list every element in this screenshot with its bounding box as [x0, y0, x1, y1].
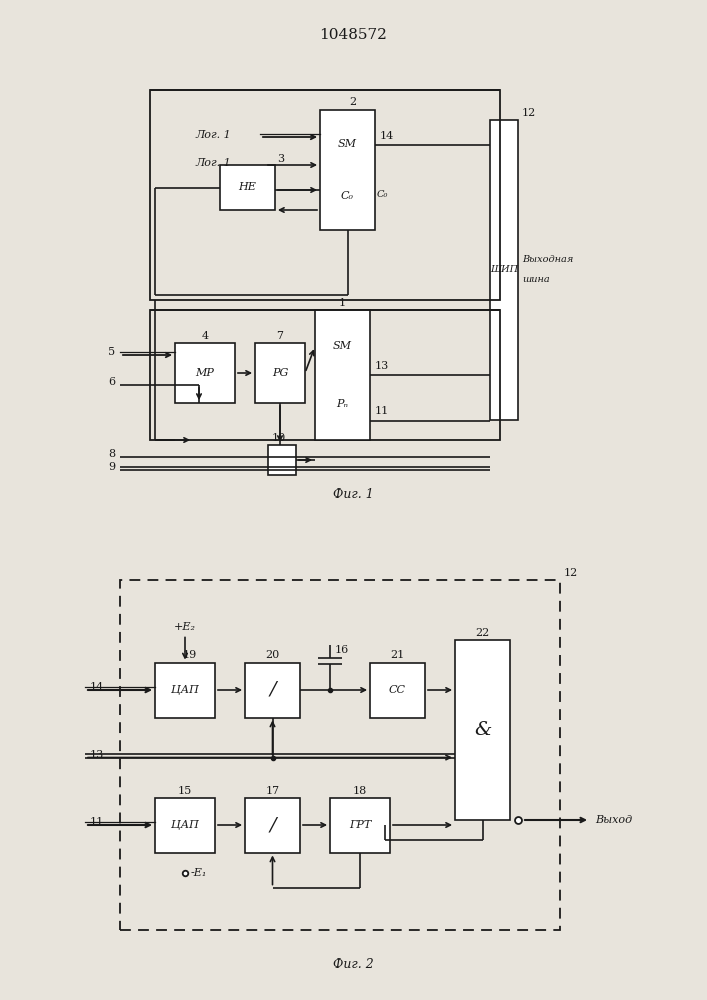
Text: 4: 4 [201, 331, 209, 341]
Text: Фиг. 1: Фиг. 1 [332, 488, 373, 502]
Text: шина: шина [522, 275, 550, 284]
Text: 12: 12 [522, 108, 536, 118]
Text: /: / [269, 681, 276, 699]
Bar [220, 165, 275, 210]
Bar [175, 343, 235, 403]
Bar [330, 798, 390, 852]
Text: 16: 16 [335, 645, 349, 655]
Text: НЕ: НЕ [238, 182, 257, 192]
Bar [155, 662, 215, 718]
Text: 11: 11 [90, 817, 104, 827]
Text: МР: МР [196, 368, 214, 378]
Bar [370, 662, 425, 718]
Text: SM: SM [338, 139, 357, 149]
Text: 12: 12 [564, 568, 578, 578]
Text: C₀: C₀ [377, 190, 388, 199]
Text: СС: СС [389, 685, 406, 695]
Text: 18: 18 [353, 786, 367, 796]
Bar [455, 640, 510, 820]
Text: 6: 6 [108, 377, 115, 387]
Bar [155, 798, 215, 852]
Text: 14: 14 [380, 131, 395, 141]
Text: /: / [269, 816, 276, 834]
Text: Выходная: Выходная [522, 255, 573, 264]
Text: 13: 13 [90, 750, 104, 760]
Text: 22: 22 [475, 628, 490, 638]
Text: 15: 15 [178, 786, 192, 796]
Bar [315, 310, 370, 440]
Text: Лог. 1: Лог. 1 [195, 130, 230, 140]
Text: 19: 19 [183, 650, 197, 660]
Text: Лог. 1: Лог. 1 [195, 158, 230, 168]
Text: 17: 17 [265, 786, 279, 796]
Text: 13: 13 [375, 361, 390, 371]
Bar [245, 662, 300, 718]
Text: 7: 7 [276, 331, 284, 341]
Text: 8: 8 [108, 449, 115, 459]
Bar [120, 580, 560, 930]
Text: Выход: Выход [595, 815, 632, 825]
Text: SM: SM [333, 341, 352, 351]
Text: 14: 14 [90, 682, 104, 692]
Text: 1: 1 [339, 298, 346, 308]
Text: +E₂: +E₂ [174, 622, 196, 633]
Text: &: & [474, 721, 491, 739]
Bar [245, 798, 300, 852]
Text: ШИП: ШИП [490, 265, 518, 274]
Text: ЦАП: ЦАП [171, 685, 199, 695]
Text: 1048572: 1048572 [319, 28, 387, 42]
Bar [268, 445, 296, 475]
Bar [150, 310, 500, 440]
Text: Фиг. 2: Фиг. 2 [332, 958, 373, 972]
Text: 10: 10 [272, 433, 286, 443]
Bar [255, 343, 305, 403]
Text: 5: 5 [108, 347, 115, 357]
Text: 2: 2 [349, 97, 356, 107]
Text: 9: 9 [108, 462, 115, 472]
Text: 20: 20 [265, 650, 280, 660]
Text: Pₙ: Pₙ [337, 399, 349, 409]
Text: 3: 3 [277, 154, 284, 164]
Text: ЦАП: ЦАП [171, 820, 199, 830]
Bar [490, 120, 518, 420]
Text: 21: 21 [390, 650, 404, 660]
Text: 11: 11 [375, 406, 390, 416]
Text: -E₁: -E₁ [191, 867, 207, 878]
Text: ГРТ: ГРТ [349, 820, 371, 830]
Text: C₀: C₀ [341, 191, 354, 201]
Text: РG: РG [271, 368, 288, 378]
Bar [320, 110, 375, 230]
Bar [150, 90, 500, 300]
